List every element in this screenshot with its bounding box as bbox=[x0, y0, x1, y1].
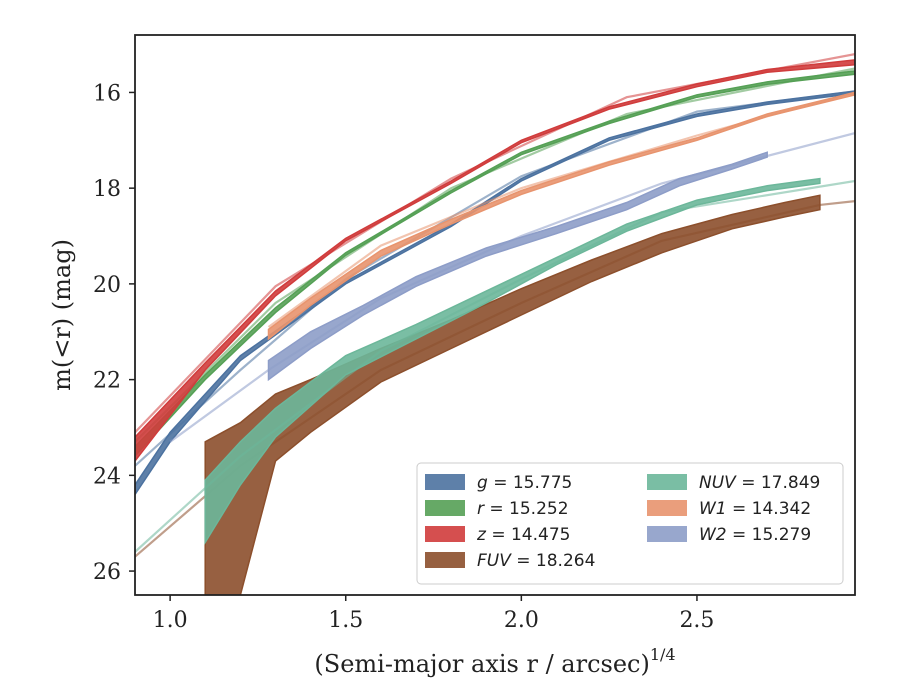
y-axis-label: m(<r) (mag) bbox=[48, 239, 76, 391]
x-axis-label: (Semi-major axis r / arcsec)1/4 bbox=[314, 645, 675, 678]
x-axis-label-sup: 1/4 bbox=[650, 645, 676, 664]
y-tick-label: 20 bbox=[93, 273, 121, 298]
legend-label: W2 = 15.279 bbox=[699, 525, 811, 545]
series-0-model-line bbox=[135, 90, 855, 467]
series-1-model-line bbox=[135, 67, 855, 443]
legend-swatch bbox=[425, 552, 465, 568]
series-4-band bbox=[204, 177, 821, 546]
x-tick-label: 2.5 bbox=[679, 608, 714, 633]
series-2-band bbox=[135, 59, 855, 463]
series-6-band bbox=[267, 151, 768, 382]
x-axis-label-main: (Semi-major axis r / arcsec) bbox=[314, 650, 649, 678]
y-tick-label: 24 bbox=[93, 464, 121, 489]
series-layer bbox=[135, 53, 855, 595]
legend-swatch bbox=[425, 474, 465, 490]
legend-frame bbox=[416, 462, 844, 585]
y-tick-label: 26 bbox=[93, 560, 121, 585]
legend-label: FUV = 18.264 bbox=[477, 551, 595, 571]
y-tick-label: 18 bbox=[93, 177, 121, 202]
legend-swatch bbox=[647, 526, 687, 542]
y-tick-label: 16 bbox=[93, 81, 121, 106]
legend-swatch bbox=[425, 526, 465, 542]
legend-swatch bbox=[425, 500, 465, 516]
series-0-band bbox=[135, 90, 855, 496]
y-tick-label: 22 bbox=[93, 369, 121, 394]
legend-label: g = 15.775 bbox=[477, 473, 572, 493]
x-tick-label: 1.0 bbox=[153, 608, 188, 633]
ticks-layer: 1.0 1.5 2.0 2.5 16 18 20 22 24 26 bbox=[93, 81, 714, 633]
legend-label: r = 15.252 bbox=[477, 499, 569, 519]
series-1-band bbox=[135, 70, 855, 458]
x-tick-label: 1.5 bbox=[328, 608, 363, 633]
series-2-model-line bbox=[135, 53, 855, 434]
legend-swatch bbox=[647, 474, 687, 490]
legend-label: z = 14.475 bbox=[476, 525, 570, 545]
legend: g = 15.775 r = 15.252 z = 14.475 FUV = 18.2… bbox=[416, 462, 844, 585]
plot-frame bbox=[134, 34, 856, 596]
legend-label: W1 = 14.342 bbox=[699, 499, 811, 519]
x-tick-label: 2.0 bbox=[504, 608, 539, 633]
series-5-band bbox=[267, 91, 855, 341]
legend-swatch bbox=[647, 500, 687, 516]
legend-label: NUV = 17.849 bbox=[699, 473, 820, 493]
